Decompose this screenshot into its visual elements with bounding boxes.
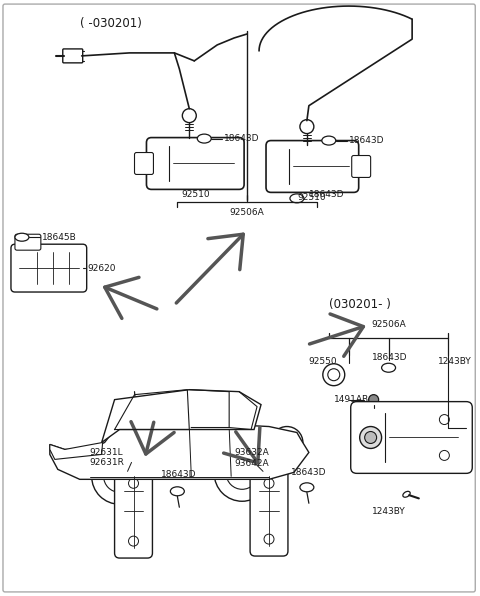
Circle shape — [360, 427, 382, 448]
Circle shape — [369, 395, 379, 405]
Polygon shape — [50, 424, 309, 479]
Text: 92631L: 92631L — [90, 448, 123, 457]
Circle shape — [147, 425, 152, 430]
FancyBboxPatch shape — [262, 460, 276, 473]
Text: 1243BY: 1243BY — [372, 507, 406, 516]
Text: 92631R: 92631R — [90, 458, 124, 467]
Text: 18643D: 18643D — [349, 136, 384, 145]
Circle shape — [365, 432, 377, 443]
Circle shape — [182, 108, 196, 123]
Text: 93642A: 93642A — [234, 459, 269, 468]
FancyBboxPatch shape — [250, 467, 288, 556]
FancyBboxPatch shape — [351, 402, 472, 473]
Text: 92620: 92620 — [88, 263, 116, 272]
Ellipse shape — [290, 194, 304, 203]
Circle shape — [104, 460, 135, 492]
Circle shape — [271, 427, 303, 458]
FancyBboxPatch shape — [146, 138, 244, 190]
FancyBboxPatch shape — [127, 460, 141, 473]
Ellipse shape — [300, 483, 314, 492]
Circle shape — [129, 536, 139, 546]
Text: 18645B: 18645B — [42, 232, 77, 242]
Ellipse shape — [403, 491, 410, 497]
Text: (030201- ): (030201- ) — [329, 299, 391, 312]
Text: 18643D: 18643D — [309, 190, 344, 199]
FancyBboxPatch shape — [134, 153, 154, 175]
Ellipse shape — [382, 363, 396, 372]
Polygon shape — [102, 390, 261, 442]
FancyBboxPatch shape — [15, 234, 41, 250]
Ellipse shape — [170, 487, 184, 496]
Circle shape — [328, 369, 340, 381]
Text: 92550: 92550 — [309, 357, 337, 367]
FancyBboxPatch shape — [63, 49, 83, 63]
Circle shape — [214, 445, 270, 501]
Circle shape — [439, 451, 449, 460]
Ellipse shape — [197, 134, 211, 143]
Text: 18643D: 18643D — [291, 468, 326, 477]
Circle shape — [210, 443, 218, 451]
Circle shape — [129, 479, 139, 488]
Circle shape — [439, 415, 449, 424]
Circle shape — [264, 479, 274, 488]
Circle shape — [92, 448, 147, 504]
Text: 93632A: 93632A — [234, 448, 269, 457]
Text: ( -030201): ( -030201) — [80, 17, 142, 30]
FancyBboxPatch shape — [266, 141, 359, 193]
Circle shape — [323, 364, 345, 386]
Circle shape — [226, 457, 258, 489]
Text: 92510: 92510 — [298, 193, 326, 202]
FancyBboxPatch shape — [115, 467, 153, 558]
FancyBboxPatch shape — [11, 244, 87, 292]
Circle shape — [278, 433, 296, 451]
Circle shape — [300, 120, 314, 134]
Text: 18643D: 18643D — [224, 134, 260, 143]
Text: 18643D: 18643D — [161, 470, 197, 479]
Text: 92510: 92510 — [181, 190, 210, 199]
Ellipse shape — [322, 136, 336, 145]
Ellipse shape — [15, 233, 29, 241]
Circle shape — [156, 445, 163, 454]
FancyBboxPatch shape — [352, 156, 371, 178]
Text: 92506A: 92506A — [371, 321, 406, 330]
Polygon shape — [50, 442, 103, 460]
Circle shape — [227, 424, 232, 429]
Circle shape — [264, 534, 274, 544]
Text: 18643D: 18643D — [372, 353, 407, 362]
Text: 1491AB: 1491AB — [334, 395, 369, 404]
Text: 92506A: 92506A — [230, 208, 264, 217]
Text: 1243BY: 1243BY — [438, 357, 472, 367]
